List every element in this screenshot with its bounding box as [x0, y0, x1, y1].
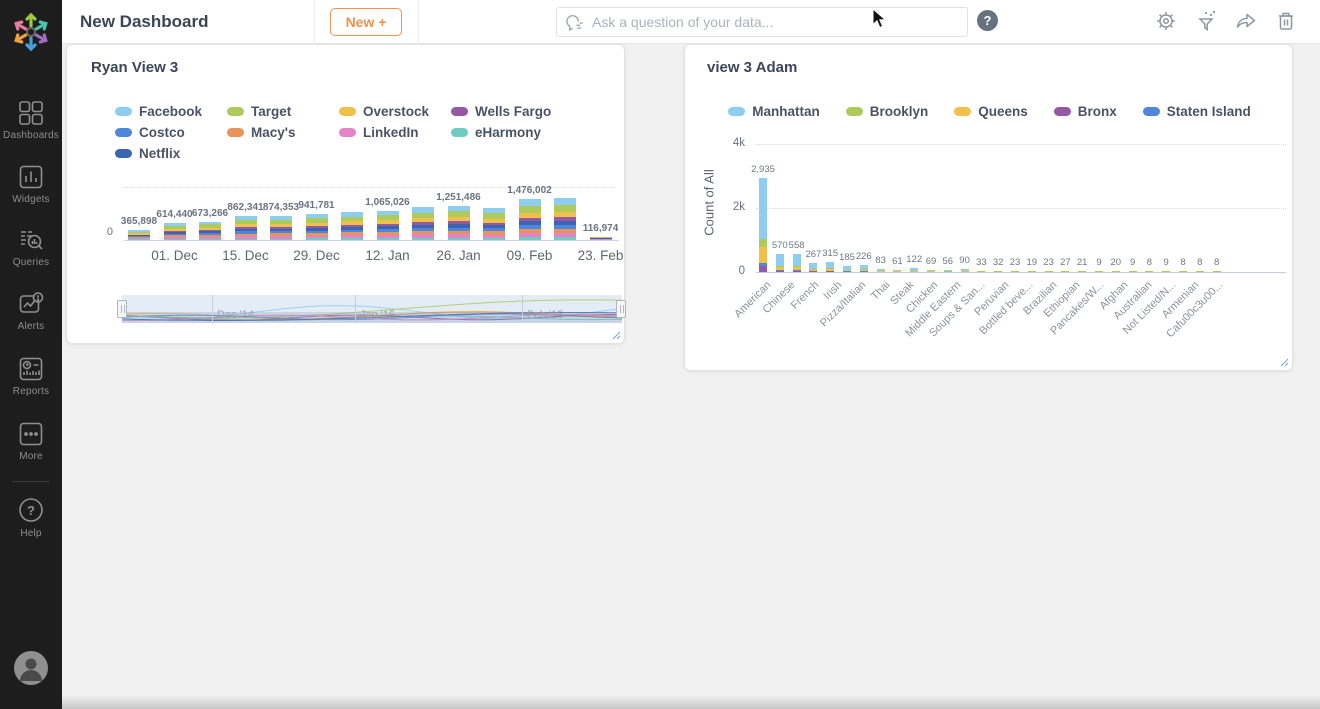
alerts-icon	[18, 291, 44, 317]
navigator-gridline	[212, 295, 213, 323]
stacked-bar[interactable]	[377, 211, 399, 240]
help-icon: ?	[17, 496, 45, 524]
stacked-bar[interactable]	[270, 216, 292, 240]
bar-value-label: 1,065,026	[351, 197, 425, 208]
sidebar-label: Widgets	[0, 194, 62, 205]
navigator-left-handle-icon[interactable]	[117, 300, 127, 318]
stacked-bar[interactable]	[341, 212, 363, 240]
sidebar-item-alerts[interactable]: Alerts	[0, 291, 62, 332]
new-dashboard-button[interactable]: New +	[330, 8, 402, 36]
topbar-divider	[418, 0, 419, 44]
x-axis-tick-label: 01. Dec	[135, 248, 215, 263]
navigator-right-handle-icon[interactable]	[616, 300, 626, 318]
x-axis-tick-label: 15. Dec	[206, 248, 286, 263]
sidebar-label: Dashboards	[0, 130, 62, 141]
widget-view-3-adam[interactable]: view 3 Adam ManhattanBrooklynQueensBronx…	[684, 44, 1293, 371]
ask-data-search	[556, 7, 968, 37]
x-axis-line	[756, 272, 1286, 273]
stacked-bar[interactable]	[412, 207, 434, 240]
stacked-bar[interactable]	[519, 199, 541, 240]
sidebar-item-widgets[interactable]: Widgets	[0, 164, 62, 205]
stacked-bar[interactable]	[483, 208, 505, 240]
reports-icon	[18, 356, 44, 382]
widget-resize-handle-icon[interactable]	[1280, 358, 1289, 367]
app-logo-icon[interactable]	[9, 10, 53, 54]
filter-magic-icon[interactable]	[1194, 9, 1218, 33]
more-icon	[18, 421, 44, 447]
bar-segment[interactable]	[759, 178, 767, 239]
navigator-gridline	[522, 295, 523, 323]
sidebar-label: More	[0, 451, 62, 462]
dashboard-canvas: Ryan View 3 FacebookTargetOverstockWells…	[62, 44, 1320, 709]
sidebar-item-help[interactable]: ? Help	[0, 496, 62, 539]
stacked-column[interactable]	[759, 178, 767, 272]
stacked-bar[interactable]	[235, 216, 257, 240]
navigator-time-label: Jan '15	[360, 309, 395, 321]
dashboards-icon	[18, 100, 44, 126]
stacked-column[interactable]	[776, 254, 784, 272]
x-axis-tick-label: 23. Feb	[561, 248, 641, 263]
sidebar-divider	[12, 481, 50, 482]
stacked-bar[interactable]	[164, 223, 186, 240]
sidebar-item-dashboards[interactable]: Dashboards	[0, 100, 62, 141]
sidebar-label: Reports	[0, 386, 62, 397]
stacked-column[interactable]	[809, 263, 817, 272]
widget-ryan-view-3[interactable]: Ryan View 3 FacebookTargetOverstockWells…	[66, 44, 625, 344]
topbar: New Dashboard New + ?	[62, 0, 1320, 44]
stacked-column[interactable]	[826, 262, 834, 272]
navigator-gridline	[355, 295, 356, 323]
x-axis-tick-label: 29. Dec	[277, 248, 357, 263]
sidebar-label: Queries	[0, 257, 62, 268]
bottom-shadow	[62, 695, 1320, 709]
x-axis-tick-label: 09. Feb	[490, 248, 570, 263]
user-avatar[interactable]	[13, 650, 49, 686]
svg-text:?: ?	[27, 503, 35, 518]
widgets-icon	[18, 164, 44, 190]
bar-segment[interactable]	[776, 254, 784, 266]
navigator-time-label: Feb '15	[527, 309, 563, 321]
bar-value-label: 116,974	[564, 223, 638, 234]
sidebar: Dashboards Widgets Queries Alerts	[0, 0, 62, 709]
delete-trash-icon[interactable]	[1274, 9, 1298, 33]
stacked-bar[interactable]	[306, 214, 328, 240]
sidebar-item-queries[interactable]: Queries	[0, 227, 62, 268]
help-button[interactable]: ?	[977, 10, 998, 31]
bar-segment[interactable]	[554, 205, 576, 212]
queries-icon	[18, 227, 44, 253]
bar-segment[interactable]	[554, 198, 576, 205]
page-title: New Dashboard	[80, 12, 208, 32]
bar-value-label: 941,781	[280, 200, 354, 211]
ask-question-icon	[565, 13, 584, 32]
settings-gear-icon[interactable]	[1154, 9, 1178, 33]
bar-segment[interactable]	[519, 206, 541, 213]
column-value-label: 2,935	[743, 164, 783, 175]
x-axis-tick-label: 12. Jan	[348, 248, 428, 263]
bar-value-label: 1,251,486	[422, 192, 496, 203]
sidebar-label: Alerts	[0, 321, 62, 332]
stacked-bar[interactable]	[448, 206, 470, 240]
search-input[interactable]	[592, 14, 959, 30]
ryan-chart-plot: 0 365,898614,440673,266862,341874,353941…	[67, 45, 626, 240]
adam-chart-plot: 2,93557055826731518522683611226956903332…	[685, 45, 1294, 272]
stacked-bar[interactable]	[128, 230, 150, 240]
sidebar-item-more[interactable]: More	[0, 421, 62, 462]
bar-value-label: 1,476,002	[493, 185, 567, 196]
sidebar-label: Help	[0, 528, 62, 539]
x-axis-line	[124, 240, 619, 241]
ryan-x-axis-labels: 01. Dec15. Dec29. Dec12. Jan26. Jan09. F…	[67, 248, 626, 268]
x-axis-tick-label: 26. Jan	[419, 248, 499, 263]
sidebar-item-reports[interactable]: Reports	[0, 356, 62, 397]
stacked-bar[interactable]	[199, 222, 221, 241]
topbar-divider	[314, 0, 315, 44]
column-value-label: 8	[1197, 257, 1237, 268]
navigator-time-label: Dec '14	[217, 309, 254, 321]
widget-resize-handle-icon[interactable]	[612, 331, 621, 340]
share-icon[interactable]	[1234, 9, 1258, 33]
timeline-navigator[interactable]: Dec '14 Jan '15 Feb '15	[122, 295, 622, 323]
